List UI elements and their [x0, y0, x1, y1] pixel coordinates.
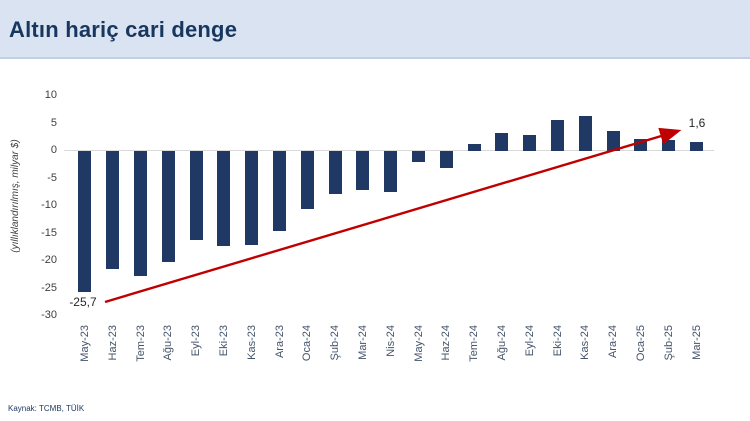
- x-tick-label-Ara-23: Ara-23: [273, 325, 286, 359]
- y-tick-label: 0: [50, 144, 57, 156]
- bar-Şub-24: [328, 151, 342, 194]
- bar-May-23: [78, 151, 92, 293]
- x-tick-label-Tem-24: Tem-24: [468, 325, 481, 362]
- bar-Şub-25: [662, 140, 676, 151]
- y-tick-label: -25: [41, 281, 57, 294]
- data-label-last-bar: 1,6: [688, 116, 706, 130]
- bar-Oca-25: [634, 139, 648, 151]
- x-tick-label-Eki-24: Eki-24: [551, 325, 564, 357]
- chart-area: (yıllıklandırılmış, milyar $) 10 5 0 -5 -10-…: [0, 60, 750, 405]
- bar-Ara-23: [273, 151, 286, 231]
- bar-Mar-25: [690, 142, 703, 151]
- x-tick-label-Ağu-23: Ağu-23: [162, 325, 175, 361]
- bar-Eyl-24: [523, 134, 537, 151]
- x-tick-label-Kas-23: Kas-23: [245, 325, 258, 360]
- bar-Ara-24: [606, 131, 620, 151]
- bar-Eki-23: [217, 151, 231, 247]
- y-tick-label: 10: [44, 89, 57, 101]
- x-tick-label-Tem-23: Tem-23: [134, 325, 147, 362]
- x-tick-label-Eyl-23: Eyl-23: [190, 325, 203, 357]
- bar-Ağu-23: [161, 151, 175, 263]
- x-tick-label-May-24: May-24: [412, 325, 425, 362]
- x-tick-label-Oca-25: Oca-25: [634, 325, 647, 362]
- x-tick-label-Nis-24: Nis-24: [384, 325, 397, 357]
- x-tick-label-Ara-24: Ara-24: [607, 325, 620, 359]
- x-tick-label-Eyl-24: Eyl-24: [523, 325, 536, 357]
- bar-Tem-24: [467, 144, 481, 151]
- bar-Kas-24: [578, 116, 592, 151]
- x-tick-label-Haz-23: Haz-23: [106, 325, 119, 361]
- x-tick-label-Eki-23: Eki-23: [217, 325, 230, 357]
- x-tick-label-Kas-24: Kas-24: [579, 325, 592, 360]
- x-tick-label-Oca-24: Oca-24: [301, 325, 314, 362]
- x-tick-label-Mar-24: Mar-24: [356, 325, 369, 360]
- y-tick-label: -30: [41, 309, 57, 321]
- bar-Eki-24: [551, 120, 564, 151]
- bar-May-24: [412, 151, 425, 162]
- x-tick-label-May-23: May-23: [78, 325, 91, 362]
- header-band: Altın hariç cari denge: [0, 0, 750, 59]
- y-tick-label: -10: [41, 199, 57, 211]
- bar-Tem-23: [134, 151, 147, 277]
- bar-Haz-24: [439, 151, 453, 169]
- x-tick-label-Şub-24: Şub-24: [329, 325, 342, 361]
- y-tick-label: -20: [41, 254, 57, 266]
- bar-Mar-24: [356, 151, 370, 191]
- y-tick-label: 5: [50, 116, 57, 129]
- y-tick-label: -15: [41, 226, 57, 239]
- y-tick-label: -5: [47, 171, 57, 184]
- data-label-first-bar: -25,7: [69, 295, 97, 309]
- x-tick-label-Haz-24: Haz-24: [440, 325, 453, 361]
- bar-Haz-23: [106, 151, 120, 269]
- bar-Ağu-24: [495, 133, 509, 151]
- bar-Nis-24: [384, 151, 398, 192]
- bar-Oca-24: [300, 151, 314, 210]
- x-tick-label-Ağu-24: Ağu-24: [495, 325, 508, 361]
- x-tick-label-Mar-25: Mar-25: [690, 325, 703, 360]
- bar-Eyl-23: [189, 151, 203, 241]
- bar-Kas-23: [245, 151, 259, 246]
- page-title: Altın hariç cari denge: [9, 17, 238, 42]
- x-tick-label-Şub-25: Şub-25: [662, 325, 675, 361]
- source-note: Kaynak: TCMB, TÜİK: [8, 404, 85, 413]
